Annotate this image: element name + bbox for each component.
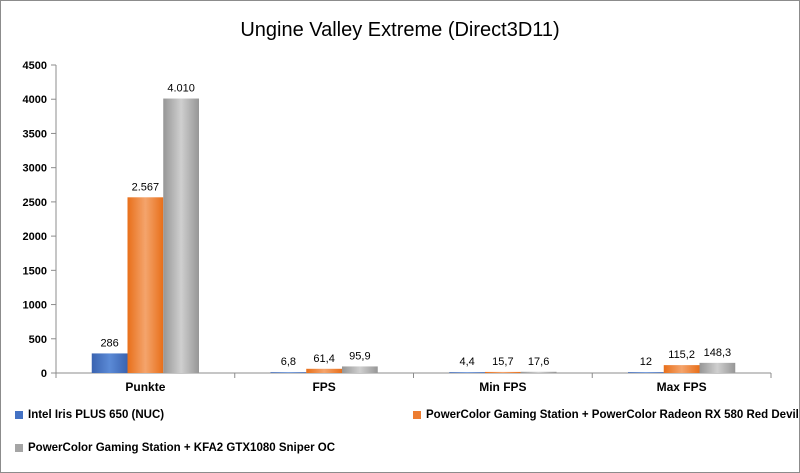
legend-item-0: Intel Iris PLUS 650 (NUC) bbox=[15, 409, 164, 421]
bar-series2-min-fps bbox=[520, 371, 557, 373]
data-label-series2-2: 17,6 bbox=[528, 356, 549, 368]
legend-item-2: PowerColor Gaming Station + KFA2 GTX1080… bbox=[15, 442, 335, 454]
bar-series0-fps bbox=[270, 372, 307, 373]
bar-series0-punkte bbox=[91, 353, 128, 373]
legend-label-2: PowerColor Gaming Station + KFA2 GTX1080… bbox=[28, 442, 336, 454]
y-tick-label-8: 4000 bbox=[23, 94, 47, 106]
y-tick-label-5: 2500 bbox=[23, 197, 47, 209]
data-label-series1-0: 2.567 bbox=[132, 181, 160, 193]
y-tick-label-6: 3000 bbox=[23, 163, 47, 175]
x-category-label-1: FPS bbox=[312, 380, 335, 394]
data-label-series2-0: 4.010 bbox=[167, 83, 195, 95]
data-label-series1-2: 15,7 bbox=[492, 356, 513, 368]
data-label-series2-1: 95,9 bbox=[349, 350, 370, 362]
legend-item-1: PowerColor Gaming Station + PowerColor R… bbox=[413, 409, 799, 421]
bar-series2-punkte bbox=[163, 98, 199, 373]
data-label-series1-3: 115,2 bbox=[668, 349, 695, 361]
data-label-series1-1: 61,4 bbox=[313, 353, 334, 365]
y-tick-label-9: 4500 bbox=[23, 60, 47, 72]
bar-series1-min-fps bbox=[485, 371, 521, 373]
data-label-series0-1: 6,8 bbox=[281, 356, 296, 368]
y-tick-label-0: 0 bbox=[41, 368, 47, 380]
legend-swatch-2 bbox=[15, 444, 23, 452]
bar-series0-min-fps bbox=[449, 372, 485, 373]
data-label-series0-3: 12 bbox=[640, 356, 652, 368]
y-tick-label-1: 500 bbox=[29, 334, 47, 346]
bar-series0-max-fps bbox=[628, 372, 664, 373]
data-label-series2-3: 148,3 bbox=[704, 347, 732, 359]
legend-swatch-0 bbox=[15, 411, 23, 419]
data-label-series0-0: 286 bbox=[100, 337, 118, 349]
chart-title: Ungine Valley Extreme (Direct3D11) bbox=[240, 19, 560, 41]
bar-series1-fps bbox=[306, 368, 342, 373]
x-category-label-2: Min FPS bbox=[479, 380, 526, 394]
x-category-label-3: Max FPS bbox=[657, 380, 707, 394]
legend-label-1: PowerColor Gaming Station + PowerColor R… bbox=[426, 409, 799, 421]
legend-label-0: Intel Iris PLUS 650 (NUC) bbox=[28, 409, 165, 421]
y-tick-label-2: 1000 bbox=[23, 300, 47, 312]
y-tick-label-3: 1500 bbox=[23, 265, 47, 277]
y-tick-label-7: 3500 bbox=[23, 128, 47, 140]
bar-series1-max-fps bbox=[663, 365, 700, 373]
x-category-label-0: Punkte bbox=[125, 380, 165, 394]
legend-swatch-1 bbox=[413, 411, 421, 419]
data-label-series0-2: 4,4 bbox=[459, 356, 474, 368]
y-tick-label-4: 2000 bbox=[23, 231, 47, 243]
bar-series2-max-fps bbox=[699, 362, 736, 373]
bar-series2-fps bbox=[342, 366, 378, 373]
bar-series1-punkte bbox=[127, 197, 164, 373]
